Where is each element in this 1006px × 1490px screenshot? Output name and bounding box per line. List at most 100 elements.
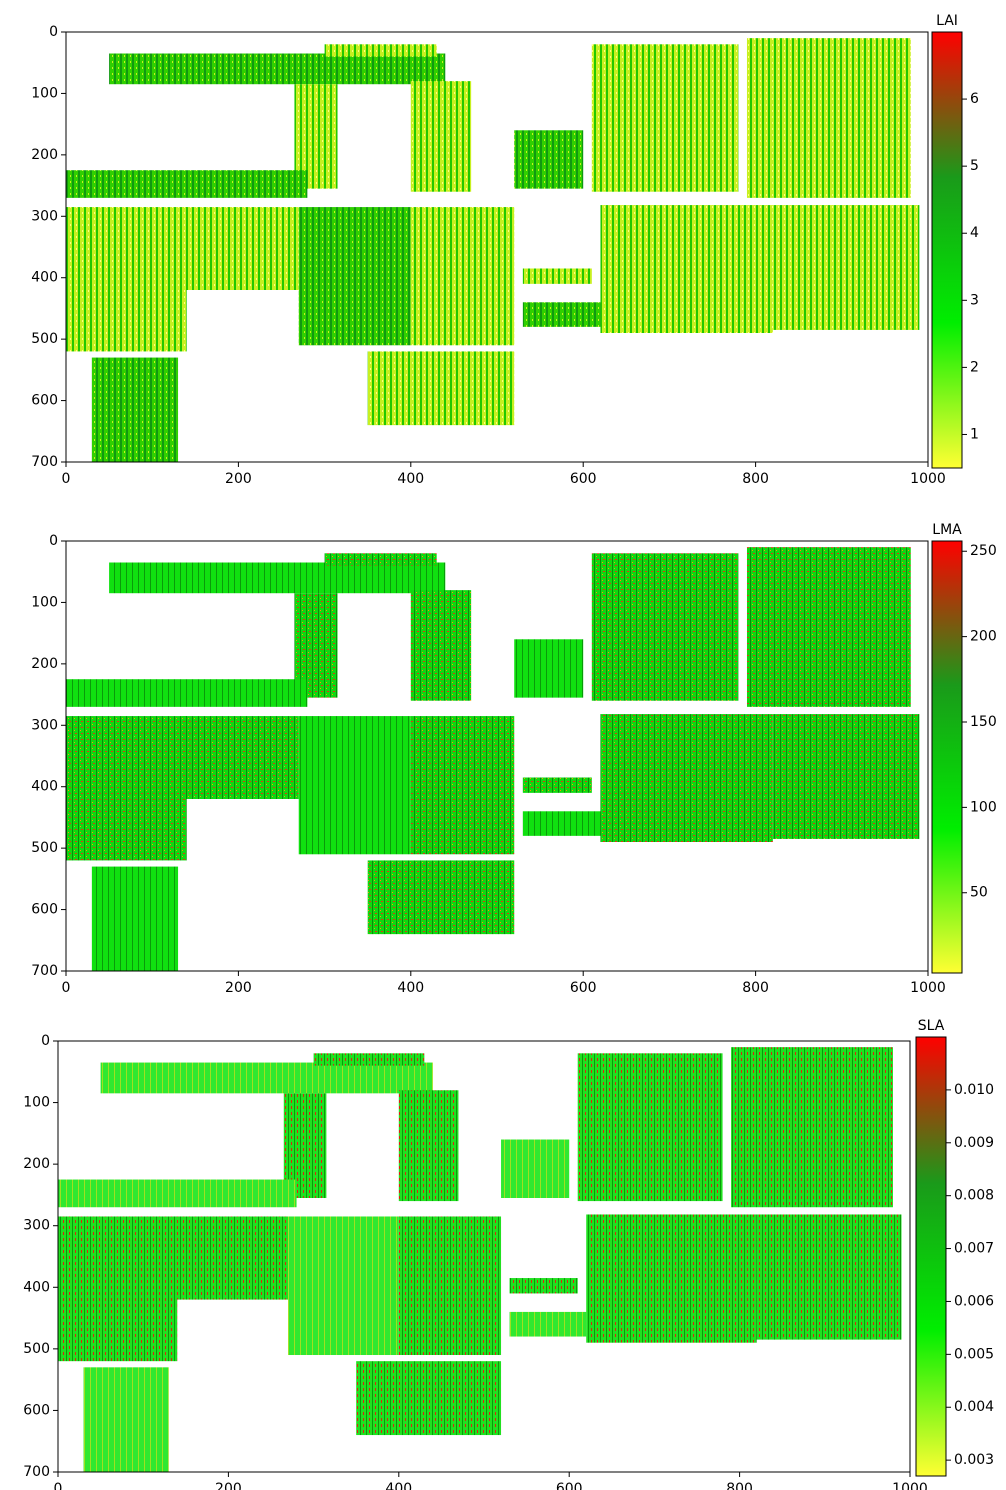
- x-tick-label: 800: [726, 1481, 753, 1490]
- field-patch: [509, 1278, 578, 1294]
- colorbar-label: LAI: [936, 13, 958, 29]
- field-patch: [182, 716, 299, 799]
- y-tick-label: 600: [31, 393, 58, 409]
- field-patch: [756, 1213, 902, 1340]
- colorbar-tick-label: 150: [970, 714, 997, 730]
- x-tick-label: 800: [742, 471, 769, 487]
- x-tick-label: 800: [742, 980, 769, 996]
- plot-frame: [65, 540, 929, 972]
- colorbar-label: SLA: [918, 1018, 945, 1034]
- road: [66, 199, 928, 206]
- field-patch: [58, 1216, 178, 1362]
- field-patch: [522, 268, 592, 284]
- x-tick-label: 200: [225, 980, 252, 996]
- y-tick-label: 200: [23, 1156, 50, 1172]
- y-tick-label: 600: [31, 902, 58, 918]
- colorbar-tick-label: 0.005: [954, 1346, 994, 1362]
- colorbar-tick-label: 2: [970, 359, 979, 375]
- colorbar-tick-label: 0.010: [954, 1082, 994, 1098]
- field-patch: [410, 716, 515, 855]
- y-tick-label: 400: [23, 1279, 50, 1295]
- y-tick-label: 500: [23, 1341, 50, 1357]
- colorbar-tick-label: 6: [970, 91, 979, 107]
- field-patch: [66, 716, 187, 861]
- field-patch: [410, 81, 472, 192]
- road: [66, 708, 928, 715]
- x-tick-label: 200: [215, 1481, 242, 1490]
- colorbar-tick-label: 250: [970, 543, 997, 559]
- field-patch: [66, 170, 308, 198]
- field-patch: [731, 1047, 893, 1208]
- field-patch: [100, 1062, 433, 1094]
- field-patch: [591, 553, 739, 701]
- colorbar: [931, 31, 963, 469]
- x-tick-label: 600: [570, 471, 597, 487]
- x-tick-label: 600: [570, 980, 597, 996]
- field-patch: [746, 38, 911, 198]
- field-patch: [91, 866, 179, 971]
- x-tick-label: 1000: [910, 980, 946, 996]
- field-patch: [324, 44, 437, 57]
- field-patch: [58, 1179, 297, 1208]
- y-tick-label: 400: [31, 270, 58, 286]
- colorbar-tick-label: 0.006: [954, 1293, 994, 1309]
- field-patch: [410, 207, 515, 346]
- x-tick-label: 400: [397, 980, 424, 996]
- field-patch: [501, 1139, 570, 1199]
- plot-frame: [65, 31, 929, 463]
- colorbar-tick-label: 0.007: [954, 1241, 994, 1257]
- x-tick-label: 1000: [910, 471, 946, 487]
- y-tick-label: 0: [49, 24, 58, 40]
- field-patch: [522, 302, 601, 327]
- field-patch: [367, 351, 515, 426]
- colorbar: [931, 540, 963, 974]
- field-patch: [514, 639, 584, 698]
- colorbar-tick-label: 0.008: [954, 1188, 994, 1204]
- x-tick-label: 600: [556, 1481, 583, 1490]
- field-patch: [109, 53, 446, 85]
- field-patch: [514, 130, 584, 189]
- y-tick-label: 500: [31, 840, 58, 856]
- field-patch: [410, 590, 472, 701]
- colorbar-tick-label: 5: [970, 158, 979, 174]
- field-patch: [288, 1216, 399, 1356]
- y-tick-label: 700: [31, 454, 58, 470]
- field-patch: [591, 44, 739, 192]
- field-patch: [367, 860, 515, 935]
- colorbar-tick-label: 200: [970, 629, 997, 645]
- field-patch: [182, 207, 299, 290]
- field-patch: [173, 1216, 289, 1300]
- colorbar: [915, 1036, 947, 1477]
- y-tick-label: 200: [31, 147, 58, 163]
- x-tick-label: 400: [397, 471, 424, 487]
- y-tick-label: 100: [31, 85, 58, 101]
- field-patch: [313, 1053, 425, 1066]
- y-tick-label: 700: [31, 963, 58, 979]
- y-tick-label: 100: [31, 594, 58, 610]
- field-patch: [600, 204, 773, 333]
- colorbar-label: LMA: [932, 522, 962, 538]
- field-patch: [398, 1090, 459, 1202]
- field-patch: [398, 1216, 502, 1356]
- field-patch: [509, 1311, 587, 1337]
- x-tick-label: 200: [225, 471, 252, 487]
- field-patch: [577, 1053, 723, 1202]
- y-tick-label: 300: [31, 717, 58, 733]
- field-patch: [522, 777, 592, 793]
- y-tick-label: 600: [23, 1402, 50, 1418]
- y-tick-label: 0: [49, 533, 58, 549]
- y-tick-label: 100: [23, 1095, 50, 1111]
- field-patch: [772, 713, 920, 839]
- colorbar-tick-label: 100: [970, 799, 997, 815]
- field-patch: [66, 679, 308, 707]
- colorbar-tick-label: 1: [970, 426, 979, 442]
- x-tick-label: 0: [62, 471, 71, 487]
- field-patch: [600, 713, 773, 842]
- field-patch: [324, 553, 437, 566]
- x-tick-label: 400: [385, 1481, 412, 1490]
- x-tick-label: 1000: [892, 1481, 928, 1490]
- y-tick-label: 500: [31, 331, 58, 347]
- field-patch: [83, 1367, 169, 1472]
- colorbar-tick-label: 0.004: [954, 1399, 994, 1415]
